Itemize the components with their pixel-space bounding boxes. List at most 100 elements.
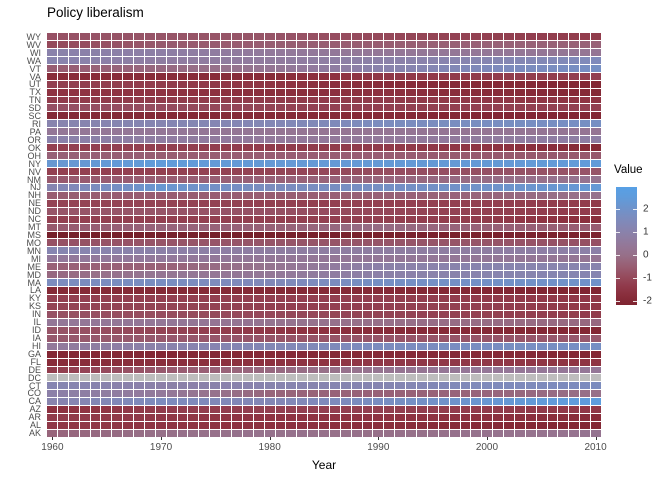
heatmap-cell — [297, 175, 308, 183]
heatmap-cell — [460, 160, 471, 167]
heatmap-cell — [166, 279, 177, 287]
heatmap-cell — [351, 271, 362, 279]
heatmap-cell — [231, 88, 242, 96]
heatmap-cell — [384, 223, 395, 231]
heatmap-cell — [264, 390, 275, 398]
heatmap-cell — [471, 128, 482, 136]
heatmap-cell — [351, 33, 362, 40]
heatmap-cell — [471, 247, 482, 255]
heatmap-cell — [569, 247, 580, 255]
x-tick-label: 1960 — [41, 442, 64, 453]
legend-tick-mark — [633, 255, 637, 257]
heatmap-cell — [188, 318, 199, 326]
heatmap-cell — [68, 334, 79, 342]
x-tick-mark — [378, 437, 380, 440]
heatmap-cell — [514, 120, 525, 128]
heatmap-cell — [427, 33, 438, 40]
heatmap-cell — [275, 390, 286, 398]
heatmap-cell — [416, 263, 427, 271]
heatmap-cell — [504, 152, 514, 160]
heatmap-cell — [221, 88, 231, 96]
heatmap-cell — [525, 422, 536, 430]
heatmap-cell — [395, 64, 406, 72]
heatmap-cell — [460, 390, 471, 398]
heatmap-cell — [319, 144, 329, 152]
heatmap-cell — [319, 88, 329, 96]
heatmap-cell — [514, 398, 525, 406]
heatmap-cell — [134, 207, 144, 215]
heatmap-cell — [351, 318, 362, 326]
heatmap-cell — [482, 40, 493, 48]
heatmap-cell — [47, 33, 57, 40]
heatmap-cell — [525, 406, 536, 414]
heatmap-cell — [155, 255, 166, 263]
heatmap-cell — [188, 64, 199, 72]
heatmap-cell — [569, 152, 580, 160]
heatmap-cell — [493, 231, 504, 239]
heatmap-cell — [406, 255, 416, 263]
heatmap-cell — [591, 112, 601, 120]
heatmap-cell — [199, 152, 210, 160]
heatmap-cell — [504, 310, 514, 318]
heatmap-cell — [525, 334, 536, 342]
heatmap-cell — [112, 318, 123, 326]
heatmap-cell — [253, 287, 264, 295]
heatmap-cell — [308, 287, 319, 295]
heatmap-cell — [406, 350, 416, 358]
heatmap-cell — [79, 128, 90, 136]
heatmap-cell — [504, 112, 514, 120]
heatmap-cell — [449, 422, 460, 430]
heatmap-cell — [210, 374, 221, 382]
heatmap-cell — [514, 287, 525, 295]
heatmap-cell — [155, 152, 166, 160]
heatmap-cell — [395, 310, 406, 318]
heatmap-cell — [79, 358, 90, 366]
heatmap-cell — [482, 199, 493, 207]
heatmap-cell — [362, 72, 373, 80]
heatmap-cell — [188, 144, 199, 152]
heatmap-cell — [210, 136, 221, 144]
heatmap-cell — [319, 48, 329, 56]
heatmap-cell — [166, 183, 177, 191]
heatmap-cell — [57, 382, 68, 390]
heatmap-cell — [253, 398, 264, 406]
heatmap-cell — [547, 183, 558, 191]
heatmap-cell — [155, 183, 166, 191]
heatmap-cell — [221, 326, 231, 334]
heatmap-cell — [242, 318, 253, 326]
heatmap-cell — [144, 231, 155, 239]
heatmap-cell — [406, 152, 416, 160]
heatmap-cell — [569, 287, 580, 295]
heatmap-cell — [547, 350, 558, 358]
heatmap-cell — [155, 326, 166, 334]
heatmap-cell — [68, 128, 79, 136]
heatmap-cell — [329, 390, 340, 398]
y-tick-label: SD — [28, 103, 41, 114]
heatmap-cell — [493, 342, 504, 350]
heatmap-cell — [155, 175, 166, 183]
heatmap-cell — [134, 183, 144, 191]
heatmap-cell — [558, 88, 569, 96]
heatmap-cell — [558, 199, 569, 207]
heatmap-cell — [438, 136, 449, 144]
heatmap-cell — [416, 136, 427, 144]
heatmap-cell — [231, 310, 242, 318]
x-tick-mark — [595, 437, 597, 440]
heatmap-cell — [536, 358, 547, 366]
heatmap-cell — [221, 175, 231, 183]
heatmap-cell — [242, 310, 253, 318]
heatmap-cell — [199, 239, 210, 247]
heatmap-cell — [340, 310, 351, 318]
heatmap-cell — [514, 342, 525, 350]
heatmap-cell — [395, 318, 406, 326]
heatmap-cell — [90, 334, 101, 342]
heatmap-cell — [362, 358, 373, 366]
heatmap-cell — [558, 72, 569, 80]
heatmap-cell — [351, 310, 362, 318]
heatmap-cell — [144, 167, 155, 175]
heatmap-cell — [373, 48, 384, 56]
heatmap-cell — [47, 398, 57, 406]
heatmap-cell — [351, 295, 362, 302]
heatmap-cell — [188, 310, 199, 318]
heatmap-cell — [297, 231, 308, 239]
